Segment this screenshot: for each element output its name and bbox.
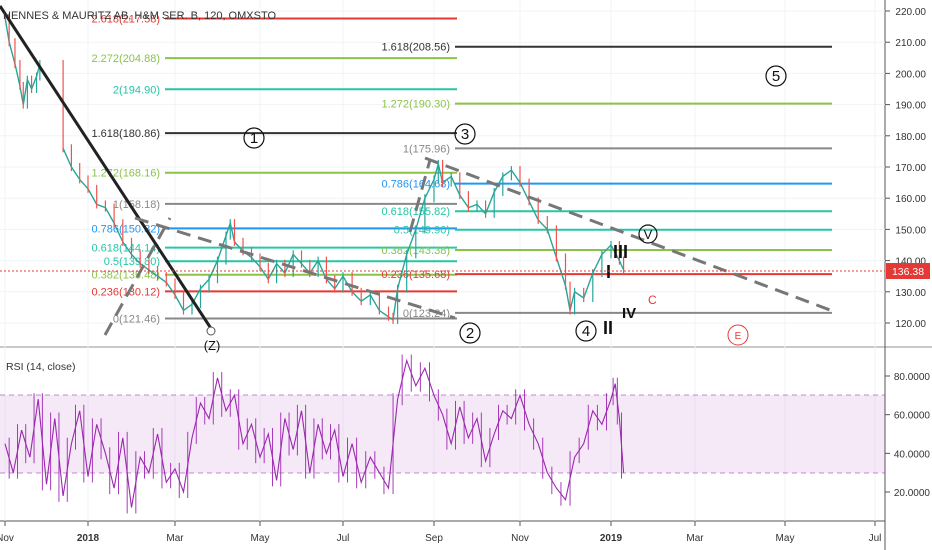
wave-label-3[interactable]: 3 [454,123,476,145]
fib-label: 1.618(180.86) [92,128,161,140]
time-label: 2018 [77,533,100,544]
wave-text-e: E [735,331,742,342]
rsi-series [4,354,625,514]
rsi-tick-label: 20.0000 [894,488,931,499]
fib-label: 1.618(208.56) [382,42,451,54]
roman-wave-i[interactable]: I [606,262,611,282]
wave-label-5[interactable]: 5 [765,65,787,87]
price-axis[interactable]: 220.00 210.00 200.00 190.00 180.00 170.00 160.… [885,7,926,330]
price-tick-label: 200.00 [895,69,926,80]
fib-label: 1.272(168.16) [92,168,161,180]
fib-label: 2(194.90) [113,84,160,96]
time-label: Mar [686,533,704,544]
rsi-pane[interactable] [0,349,885,521]
wave-circle [638,224,658,244]
time-label: Jul [337,533,350,544]
fib-label: 2.272(204.88) [92,53,161,65]
wave-text-2: 2 [466,325,474,342]
wave-text-sub-v: V [644,227,653,242]
wave-label-z[interactable]: (Z) [204,326,221,353]
wave-circle [575,320,597,342]
current-price-tag: 136.38 [886,263,930,279]
fib-label: 0.382(135.48) [92,270,161,282]
rsi-axis[interactable]: 80.0000 60.0000 40.0000 20.0000 [885,372,930,499]
wave-circle [454,123,476,145]
wave-circle-e [727,324,749,346]
wave-label-sub-v[interactable]: V [638,224,658,244]
fib-label: 0.236(130.12) [92,286,161,298]
time-label: Nov [511,533,529,544]
fib-label: 0.236(135.68) [382,269,451,281]
price-tick-label: 210.00 [895,38,926,49]
price-tick-label: 160.00 [895,194,926,205]
fib-levels[interactable]: 2.618(217.58) 2.272(204.88) 2(194.90) 1.618… [92,14,833,326]
fib-label: 0.786(164.68) [382,179,451,191]
wave-text-z: (Z) [204,338,221,353]
wave-text-4: 4 [582,323,590,340]
roman-wave-iii[interactable]: III [613,242,628,262]
time-label: Jul [869,533,882,544]
time-label: 2019 [600,533,623,544]
dashed-channel-left[interactable] [103,217,172,336]
current-price-text: 136.38 [892,266,924,278]
dashed-channel-upper[interactable] [424,156,831,312]
time-label: Nov [0,533,14,544]
price-tick-label: 190.00 [895,101,926,112]
price-tick-label: 170.00 [895,163,926,174]
fib-label: 0.5(149.90) [394,225,450,237]
wave-circle [459,322,481,344]
rsi-title: RSI (14, close) [6,361,75,373]
time-label: Sep [425,533,443,544]
wave-circle [765,65,787,87]
chart-title: HENNES & MAURITZ AB, H&M SER. B, 120, OM… [3,10,276,22]
price-tick-label: 220.00 [895,7,926,18]
rsi-tick-label: 80.0000 [894,372,931,383]
fib-label: 0.618(144.14) [92,243,161,255]
time-label: May [251,533,270,544]
wave-text-sub-c[interactable]: C [648,293,657,307]
wave-circle [243,127,265,149]
fib-label: 1.272(190.30) [382,99,451,111]
wave-text-3: 3 [461,126,469,143]
current-price-box [886,263,930,279]
wave-label-2[interactable]: 2 [459,322,481,344]
roman-wave-ii[interactable]: II [603,318,613,338]
wave-text-5: 5 [772,68,780,85]
fib-label: 2.618(217.58) [92,14,161,26]
fib-label: 1(158.18) [113,199,160,211]
wave-text-1: 1 [250,130,258,147]
rsi-tick-label: 40.0000 [894,449,931,460]
time-axis[interactable]: Nov 2018 Mar May Jul Sep Nov 2019 Mar May Jul [0,521,881,544]
fib-label: 1(175.96) [403,143,450,155]
price-tick-label: 180.00 [895,132,926,143]
price-tick-label: 140.00 [895,257,926,268]
fib-label: 0.618(155.82) [382,206,451,218]
time-label: May [776,533,795,544]
fib-label: 0(123.24) [403,308,450,320]
time-label: Mar [166,533,184,544]
downtrend-line[interactable] [0,5,214,331]
rsi-tick-label: 60.0000 [894,411,931,422]
pivot-dot [206,326,216,336]
dashed-channel-lower[interactable] [134,216,456,320]
price-tick-label: 150.00 [895,225,926,236]
dashed-channel-short[interactable] [408,159,432,233]
fib-label: 0.5(139.80) [104,256,160,268]
roman-wave-iv[interactable]: IV [622,305,636,322]
wave-label-1[interactable]: 1 [243,127,265,149]
rsi-band [0,395,885,473]
fib-label: 0(121.46) [113,313,160,325]
price-tick-label: 130.00 [895,288,926,299]
wave-label-4[interactable]: 4 [575,320,597,342]
wave-label-e[interactable]: E [727,324,749,346]
price-tick-label: 120.00 [895,319,926,330]
